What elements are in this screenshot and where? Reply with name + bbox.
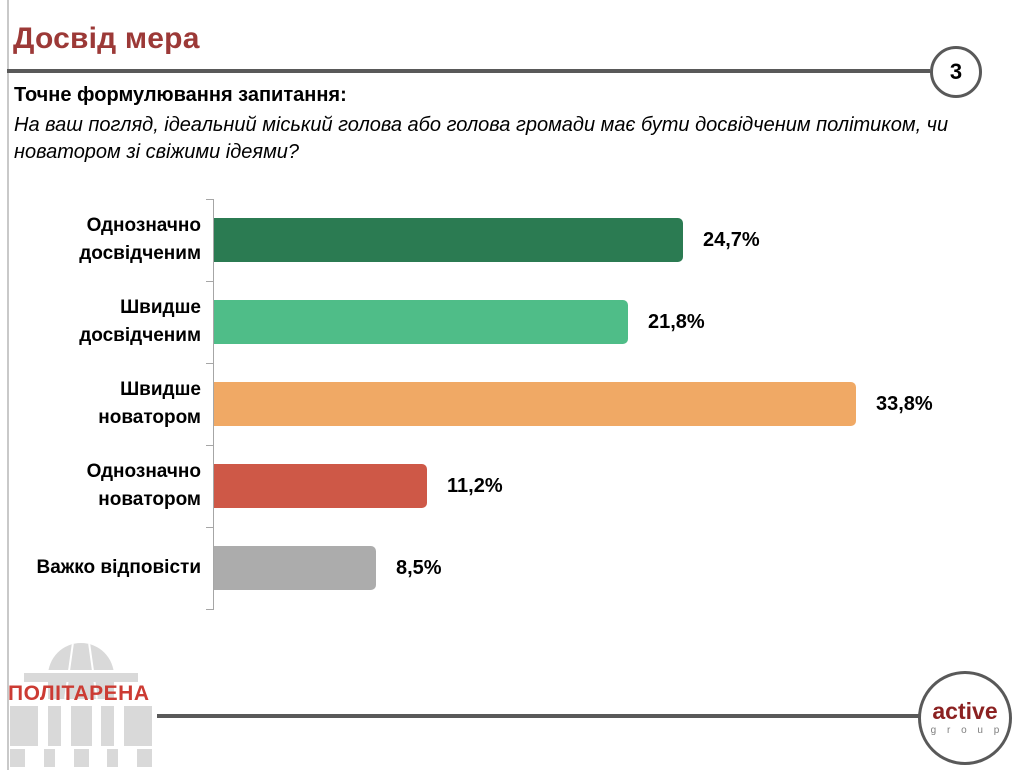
politarena-logo: ПОЛІТАРЕНА (8, 641, 160, 770)
bar-segment (214, 546, 376, 590)
axis-tick (206, 527, 214, 528)
bar-segment (214, 464, 427, 508)
value-label: 33,8% (876, 392, 933, 415)
question-text: На ваш погляд, ідеальний міський голова … (14, 114, 949, 163)
category-label: Однозначно досвідченим (79, 215, 201, 264)
category-label: Швидше досвідченим (79, 297, 201, 346)
active-group-logo-line1: active (932, 698, 998, 724)
page-number-badge: 3 (930, 46, 982, 98)
page-number: 3 (949, 59, 963, 84)
category-label: Важко відповісти (36, 557, 201, 579)
value-label: 21,8% (648, 310, 705, 333)
slide-left-border (7, 0, 9, 770)
value-label: 8,5% (396, 556, 442, 579)
value-label: 11,2% (447, 474, 503, 497)
category-axis-line (213, 199, 214, 609)
bar-segment (214, 218, 683, 262)
politarena-logo-text: ПОЛІТАРЕНА (8, 682, 150, 705)
bar-chart: Однозначно досвідченим 24,7% Швидше досвід… (10, 199, 1010, 611)
axis-tick (206, 363, 214, 364)
axis-tick (206, 281, 214, 282)
axis-tick (206, 609, 214, 610)
header-divider-line (7, 69, 930, 73)
category-label: Однозначно новатором (86, 461, 201, 510)
value-label: 24,7% (703, 228, 760, 251)
axis-tick (206, 445, 214, 446)
category-label: Швидше новатором (98, 379, 201, 428)
building-base-icon (10, 749, 152, 767)
footer-divider-line (157, 714, 920, 718)
bar-segment (214, 382, 856, 426)
active-group-logo-line2: g r o u p (930, 725, 1004, 736)
bar-segment (214, 300, 628, 344)
page-title: Досвід мера (13, 22, 200, 55)
active-group-logo: active g r o u p (918, 671, 1012, 765)
building-cornice (24, 670, 138, 682)
building-columns-icon (10, 706, 152, 746)
question-label: Точне формулювання запитання: (14, 84, 347, 106)
axis-tick (206, 199, 214, 200)
